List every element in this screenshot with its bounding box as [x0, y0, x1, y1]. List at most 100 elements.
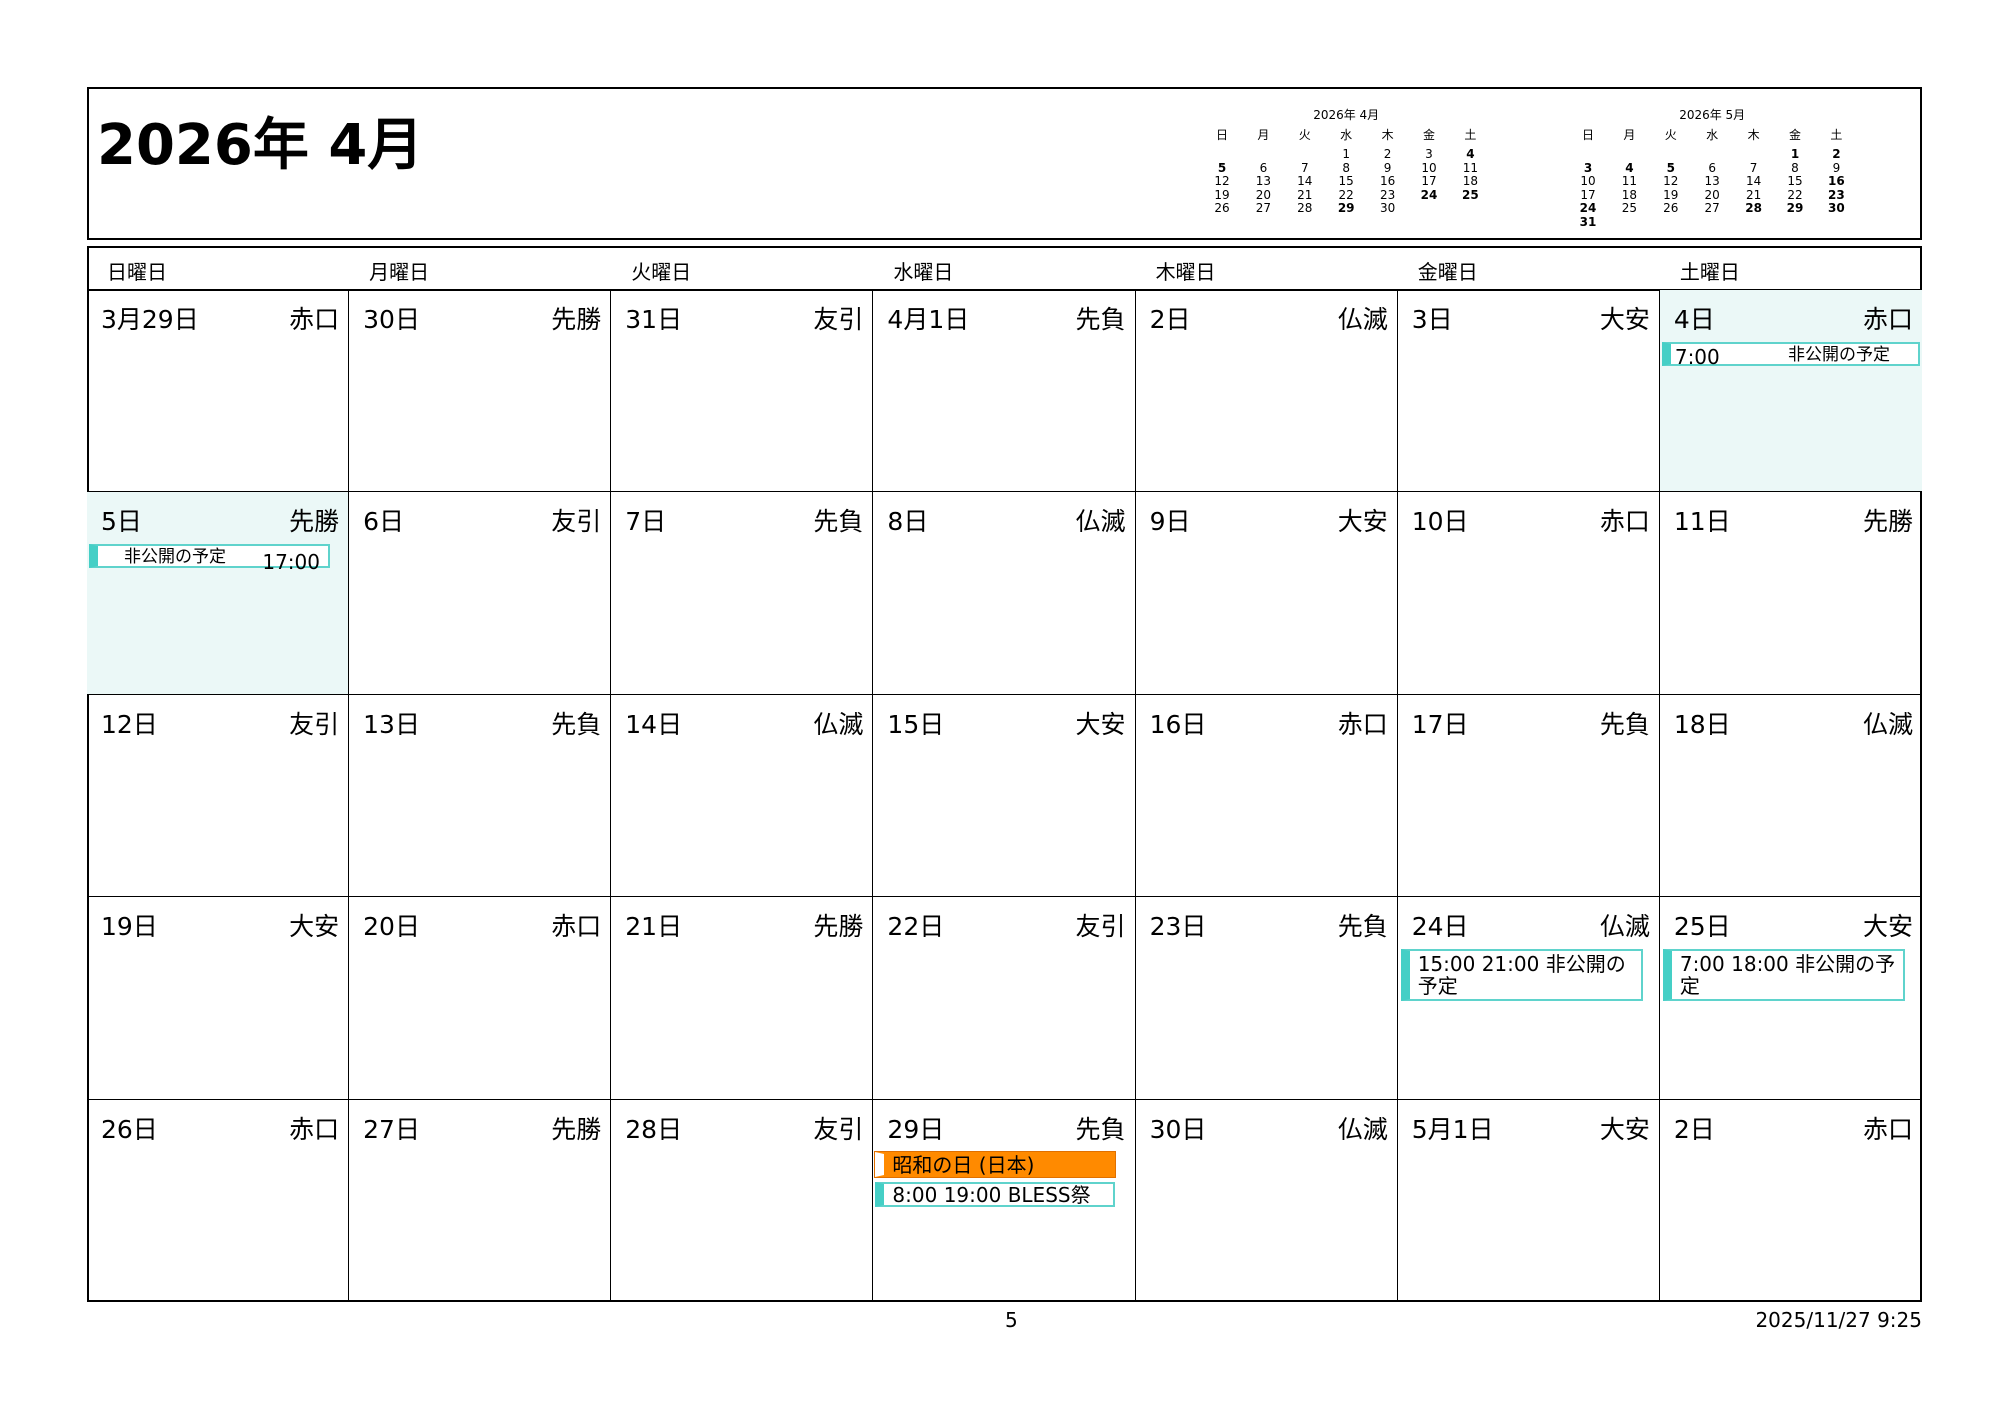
- day-cell: 5月1日 大安: [1397, 1099, 1660, 1302]
- day-cell: 23日 先負: [1135, 897, 1398, 1100]
- mini-day: 12: [1663, 174, 1679, 188]
- mini-day: 17: [1580, 187, 1596, 202]
- rokuyo: 先負: [1075, 1114, 1126, 1144]
- event-title: 非公開の予定: [124, 547, 226, 568]
- mini-day: 11: [1621, 174, 1638, 188]
- mini-day: 13: [1255, 174, 1272, 188]
- rokuyo: 仏滅: [1075, 507, 1126, 537]
- day-cell: 7日 先負: [611, 492, 874, 695]
- rokuyo: 大安: [1599, 305, 1650, 334]
- mini-day: 15: [1338, 174, 1354, 188]
- day-date: 5月1日: [1411, 1114, 1494, 1144]
- rokuyo: 友引: [1075, 912, 1126, 942]
- day-date: 30日: [363, 305, 420, 334]
- rokuyo: 大安: [1862, 912, 1913, 942]
- mini-weekday: 水: [1340, 128, 1353, 142]
- event-title: 非公開の予定: [1417, 952, 1626, 999]
- mini-day: 26: [1663, 201, 1679, 215]
- mini-day: 21: [1745, 187, 1762, 202]
- rokuyo: 友引: [551, 507, 602, 537]
- mini-day: 16: [1828, 174, 1845, 188]
- mini-day: 21: [1297, 187, 1313, 202]
- rokuyo: 大安: [289, 912, 340, 942]
- day-date: 9日: [1149, 507, 1191, 537]
- mini-day: 9: [1383, 160, 1392, 175]
- mini-day: 5: [1666, 160, 1675, 175]
- day-cell: 14日 仏滅: [611, 694, 874, 898]
- rokuyo: 赤口: [551, 912, 602, 942]
- mini-day: 29: [1337, 201, 1355, 215]
- day-cell: 15日 大安: [873, 694, 1136, 898]
- day-cell: 3月29日 赤口: [87, 290, 350, 493]
- mini-day: 2: [1383, 147, 1392, 161]
- event-time: 17:00: [262, 550, 320, 575]
- holiday-title: 昭和の日 (日本): [892, 1152, 1035, 1177]
- mini-day: 10: [1421, 160, 1437, 175]
- event: 7:00 18:00 非公開の予定: [1662, 949, 1905, 1002]
- mini-day: 1: [1342, 147, 1350, 161]
- day-cell: 17日 先負: [1397, 694, 1660, 898]
- event-time: 8:00 19:00: [892, 1182, 1002, 1207]
- mini-day: 27: [1704, 201, 1720, 215]
- day-date: 26日: [101, 1114, 158, 1144]
- mini-day: 23: [1828, 187, 1845, 202]
- printed-date: 2025/11/27 9:25: [1755, 1308, 1922, 1332]
- mini-day: 20: [1255, 187, 1272, 202]
- day-date: 22日: [887, 912, 945, 942]
- mini-day: 31: [1579, 214, 1597, 229]
- mini-day: 8: [1791, 160, 1799, 175]
- weekday-header: 水曜日: [893, 260, 954, 284]
- day-date: 5日: [101, 507, 142, 537]
- mini-day: 29: [1786, 201, 1804, 215]
- mini-weekday: 火: [1664, 128, 1677, 142]
- mini-day: 6: [1708, 160, 1716, 175]
- weekday-header: 日曜日: [107, 260, 167, 284]
- mini-day: 2: [1832, 147, 1841, 161]
- day-date: 13日: [363, 709, 420, 739]
- mini-day: 1: [1790, 147, 1800, 161]
- rokuyo: 仏滅: [1862, 709, 1913, 739]
- rokuyo: 先負: [813, 507, 864, 537]
- day-date: 14日: [625, 709, 683, 739]
- event-title: BLESS祭: [1007, 1182, 1091, 1207]
- rokuyo: 仏滅: [1599, 912, 1650, 942]
- day-date: 21日: [625, 912, 683, 942]
- day-cell: 16日 赤口: [1135, 694, 1398, 898]
- day-date: 27日: [363, 1114, 420, 1144]
- mini-day: 3: [1583, 160, 1593, 175]
- day-date: 10日: [1411, 507, 1469, 537]
- day-cell: 28日 友引: [611, 1099, 874, 1302]
- rokuyo: 赤口: [1862, 305, 1913, 334]
- mini-day: 3: [1425, 147, 1433, 161]
- rokuyo: 仏滅: [1337, 1114, 1388, 1144]
- weekday-header: 月曜日: [369, 260, 430, 284]
- event-title: 非公開の予定: [1787, 345, 1890, 365]
- day-cell: 2日 赤口: [1659, 1100, 1922, 1302]
- day-cell: 18日 仏滅: [1659, 695, 1922, 898]
- day-date: 12日: [101, 709, 158, 739]
- day-cell: 20日 赤口: [349, 897, 612, 1100]
- day-cell: 25日 大安 7:00 18:00 非公開の予定: [1659, 897, 1922, 1100]
- mini-day: 18: [1621, 187, 1638, 202]
- day-cell: 5日 先勝非公開の予定 17:00: [87, 492, 350, 695]
- rokuyo: 先勝: [551, 305, 602, 334]
- rokuyo: 先勝: [289, 507, 340, 537]
- mini-day: 22: [1787, 187, 1803, 202]
- page-number: 5: [1005, 1308, 1018, 1332]
- header-rule: [87, 289, 1922, 291]
- rokuyo: 友引: [813, 305, 864, 334]
- month-title: 2026年 4月: [97, 113, 424, 178]
- event: 非公開の予定 17:00: [89, 544, 330, 573]
- mini-day: 6: [1259, 160, 1268, 175]
- day-cell: 13日 先負: [349, 694, 612, 898]
- mini-weekday: 火: [1298, 128, 1311, 142]
- day-cell: 4月1日 先負: [873, 290, 1136, 493]
- day-date: 4月1日: [887, 305, 970, 334]
- rokuyo: 大安: [1337, 507, 1388, 537]
- weekday-header: 木曜日: [1155, 260, 1216, 284]
- mini-day: 24: [1579, 201, 1597, 215]
- mini-day: 15: [1787, 174, 1803, 188]
- day-date: 3月29日: [101, 305, 199, 334]
- day-date: 30日: [1149, 1114, 1207, 1144]
- rokuyo: 友引: [813, 1114, 864, 1144]
